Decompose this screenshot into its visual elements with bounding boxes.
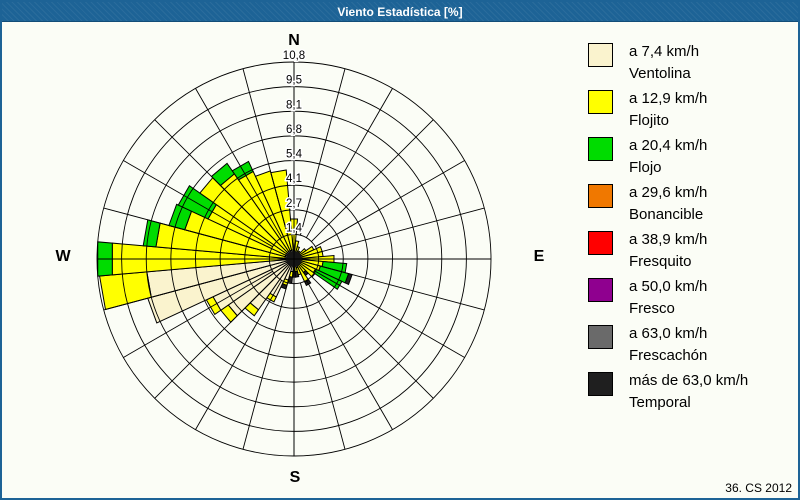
legend-item-fresquito: a 38,9 km/h Fresquito xyxy=(588,229,793,273)
grid-spoke xyxy=(315,160,465,248)
legend-name: Temporal xyxy=(629,394,691,411)
legend-label: a 29,6 km/h Bonancible xyxy=(629,182,707,226)
legend-label: más de 63,0 km/h Temporal xyxy=(629,370,748,414)
grid-spoke xyxy=(123,270,273,358)
legend-speed: a 7,4 km/h xyxy=(629,43,700,60)
grid-spoke xyxy=(154,119,277,242)
legend-item-frescach-n: a 63,0 km/h Frescachón xyxy=(588,323,793,367)
wind-rose-chart: 1,4 2,7 4,1 5,4 6,8 8,1 9,5 10,8 xyxy=(2,22,582,492)
legend-name: Bonancible xyxy=(629,206,704,223)
rose-grid xyxy=(96,61,492,457)
legend-item-ventolina: a 7,4 km/h Ventolina xyxy=(588,41,793,85)
wind-speed-legend: a 7,4 km/h Ventolina a 12,9 km/h Flojito a 2… xyxy=(588,41,793,417)
ring-label-5,4: 5,4 xyxy=(286,149,303,161)
grid-spoke xyxy=(311,119,434,242)
legend-speed: a 50,0 km/h xyxy=(629,278,708,295)
grid-spoke xyxy=(305,280,393,430)
ring-label-2,7: 2,7 xyxy=(286,198,302,210)
compass-label-west: W xyxy=(55,248,71,265)
window-title: Viento Estadística [%] xyxy=(2,2,798,22)
legend-label: a 38,9 km/h Fresquito xyxy=(629,229,707,273)
grid-spoke xyxy=(305,88,393,238)
ring-label-4,1: 4,1 xyxy=(286,173,302,185)
legend-name: Ventolina xyxy=(629,65,691,82)
legend-label: a 12,9 km/h Flojito xyxy=(629,88,707,132)
grid-spoke xyxy=(103,207,271,254)
grid-spoke xyxy=(299,282,346,450)
legend-swatch xyxy=(588,372,613,396)
legend-label: a 7,4 km/h Ventolina xyxy=(629,41,699,85)
ring-label-8,1: 8,1 xyxy=(286,99,302,111)
grid-spoke xyxy=(154,276,277,399)
legend-label: a 50,0 km/h Fresco xyxy=(629,276,707,320)
grid-spoke xyxy=(317,264,485,311)
rose-ring-labels: 1,4 2,7 4,1 5,4 6,8 8,1 9,5 10,8 xyxy=(281,49,306,236)
legend-name: Fresco xyxy=(629,300,675,317)
legend-name: Frescachón xyxy=(629,347,708,364)
legend-label: a 20,4 km/h Flojo xyxy=(629,135,707,179)
grid-spoke xyxy=(123,160,273,248)
legend-speed: más de 63,0 km/h xyxy=(629,372,749,389)
legend-speed: a 12,9 km/h xyxy=(629,90,708,107)
ring-label-9,5: 9,5 xyxy=(286,75,302,87)
legend-swatch xyxy=(588,43,613,67)
grid-spoke xyxy=(242,68,289,236)
legend-swatch xyxy=(588,137,613,161)
footer-station-label: 36. CS 2012 xyxy=(725,481,792,495)
legend-speed: a 20,4 km/h xyxy=(629,137,708,154)
legend-swatch xyxy=(588,325,613,349)
ring-label-10,8: 10,8 xyxy=(283,50,305,62)
legend-speed: a 63,0 km/h xyxy=(629,325,708,342)
ring-label-6,8: 6,8 xyxy=(286,124,302,136)
grid-spoke xyxy=(195,280,283,430)
compass-label-south: S xyxy=(289,469,301,486)
grid-spoke xyxy=(315,270,465,358)
compass-label-north: N xyxy=(288,32,300,49)
legend-item-fresco: a 50,0 km/h Fresco xyxy=(588,276,793,320)
legend-name: Fresquito xyxy=(629,253,692,270)
grid-spoke xyxy=(311,276,434,399)
rose-sector-300-flojo xyxy=(177,185,217,220)
grid-spoke xyxy=(242,282,289,450)
legend-swatch xyxy=(588,278,613,302)
legend-swatch xyxy=(588,231,613,255)
legend-speed: a 29,6 km/h xyxy=(629,184,708,201)
legend-label: a 63,0 km/h Frescachón xyxy=(629,323,707,367)
legend-item-bonancible: a 29,6 km/h Bonancible xyxy=(588,182,793,226)
grid-spoke xyxy=(103,264,271,311)
ring-label-1,4: 1,4 xyxy=(286,222,303,234)
compass-label-east: E xyxy=(533,248,545,265)
legend-swatch xyxy=(588,90,613,114)
grid-spoke xyxy=(299,68,346,236)
legend-name: Flojo xyxy=(629,159,662,176)
rose-svg: 1,4 2,7 4,1 5,4 6,8 8,1 9,5 10,8 xyxy=(96,49,492,457)
legend-name: Flojito xyxy=(629,112,670,129)
legend-speed: a 38,9 km/h xyxy=(629,231,708,248)
legend-item-flojo: a 20,4 km/h Flojo xyxy=(588,135,793,179)
legend-swatch xyxy=(588,184,613,208)
grid-spoke xyxy=(317,207,485,254)
legend-item-temporal: más de 63,0 km/h Temporal xyxy=(588,370,793,414)
grid-spoke xyxy=(195,88,283,238)
legend-item-flojito: a 12,9 km/h Flojito xyxy=(588,88,793,132)
